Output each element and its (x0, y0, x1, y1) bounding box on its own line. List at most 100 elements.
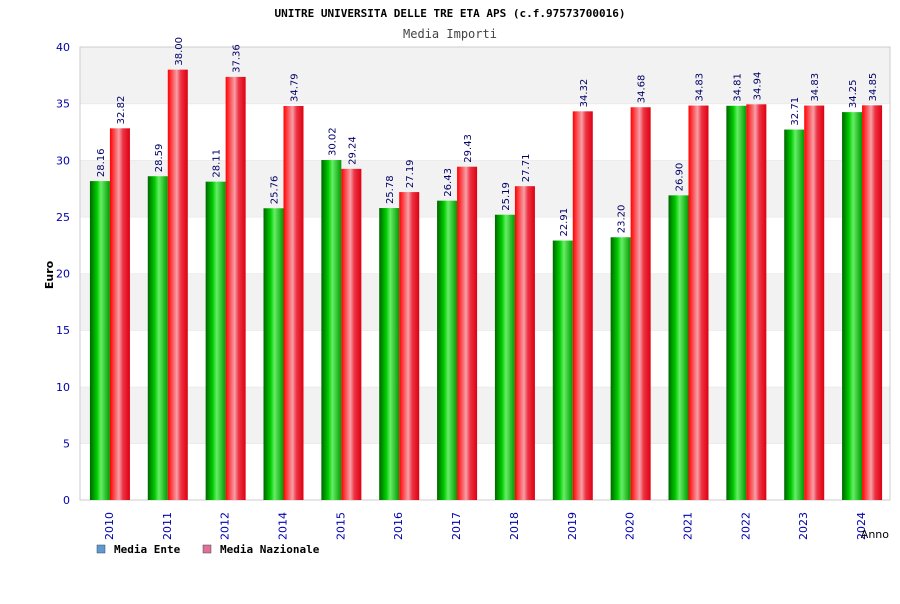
bar-media-ente (726, 105, 747, 501)
bar-value-label: 25.76 (270, 176, 281, 205)
y-tick-label: 40 (56, 41, 70, 54)
legend-swatch-media-ente (96, 544, 106, 554)
bar-value-label: 28.11 (212, 149, 223, 178)
bar-media-nazionale (746, 104, 767, 500)
bar-media-nazionale (225, 76, 246, 500)
grid-band (80, 47, 890, 104)
bar-value-label: 34.85 (868, 73, 879, 102)
bar-value-label: 23.20 (617, 205, 628, 234)
bar-media-nazionale (457, 166, 478, 500)
bar-media-nazionale (399, 192, 420, 501)
bar-value-label: 25.19 (501, 182, 512, 211)
bar-media-ente (437, 200, 458, 501)
bar-value-label: 25.78 (385, 175, 396, 204)
x-tick-label: 2016 (392, 512, 405, 540)
bar-value-label: 34.79 (290, 73, 301, 102)
bar-value-label: 29.43 (463, 134, 474, 163)
x-tick-labels: 2010 2011 2012 2014 2015 2016 2017 2018 2019 2020… (103, 512, 868, 540)
x-tick-label: 2015 (334, 512, 347, 540)
grid-band (80, 273, 890, 331)
bar-value-label: 34.32 (579, 79, 590, 108)
bars (89, 69, 883, 501)
grid-band (80, 216, 890, 274)
y-tick-labels: 0 5 10 15 20 25 30 35 40 (56, 41, 70, 507)
x-tick-label: 2021 (682, 512, 695, 540)
bar-value-label: 34.25 (848, 79, 859, 108)
legend-swatch-media-nazionale (202, 544, 212, 554)
x-tick-label: 2020 (624, 512, 637, 540)
bar-value-label: 34.83 (695, 73, 706, 102)
x-tick-label: 2012 (219, 512, 232, 540)
y-tick-label: 0 (63, 494, 70, 507)
bar-media-ente (205, 181, 226, 501)
bar-value-label: 26.90 (675, 163, 686, 192)
grid-band (80, 443, 890, 500)
x-tick-label: 2014 (277, 512, 290, 540)
y-tick-label: 30 (56, 154, 70, 167)
y-tick-label: 10 (56, 381, 70, 394)
bar-value-label: 30.02 (327, 127, 338, 156)
bar-value-label: 26.43 (443, 168, 454, 197)
bar-value-label: 29.24 (347, 136, 358, 165)
x-tick-label: 2023 (797, 512, 810, 540)
bar-media-nazionale (688, 105, 709, 501)
bar-media-nazionale (572, 111, 593, 501)
bar-value-label: 27.19 (405, 159, 416, 188)
bar-media-ente (610, 237, 631, 500)
bar-media-ente (379, 208, 400, 500)
bar-media-nazionale (862, 105, 883, 500)
y-tick-label: 35 (56, 98, 70, 111)
bar-media-nazionale (167, 69, 188, 501)
y-tick-label: 25 (56, 211, 70, 224)
y-tick-label: 5 (63, 437, 70, 450)
bar-media-ente (842, 112, 863, 501)
grid-bands (80, 46, 890, 500)
bar-media-ente (784, 129, 805, 500)
x-tick-label: 2024 (855, 512, 868, 540)
bar-media-nazionale (283, 106, 304, 501)
bar-media-ente (552, 240, 573, 500)
bar-media-ente (263, 208, 284, 500)
bar-value-label: 38.00 (174, 37, 185, 66)
bar-media-nazionale (341, 168, 362, 500)
y-tick-label: 15 (56, 324, 70, 337)
bar-media-ente (494, 214, 515, 500)
bar-value-label: 28.16 (96, 148, 107, 177)
bar-value-label: 34.81 (732, 73, 743, 102)
bar-value-label: 34.83 (810, 73, 821, 102)
legend-label-media-nazionale: Media Nazionale (220, 543, 320, 556)
bar-media-nazionale (630, 107, 651, 501)
bar-value-labels: 28.16 32.82 28.59 38.00 28.11 37.36 25.76 34.79… (96, 37, 879, 237)
x-axis-label: Anno (861, 528, 889, 541)
x-tick-label: 2017 (450, 512, 463, 540)
chart-title: UNITRE UNIVERSITA DELLE TRE ETA APS (c.f… (275, 7, 626, 20)
bar-media-ente (668, 195, 689, 501)
bar-media-ente (321, 160, 342, 500)
bar-media-ente (89, 181, 110, 500)
plot-frame (79, 46, 891, 501)
x-tick-label: 2022 (739, 512, 752, 540)
bar-value-label: 32.82 (116, 96, 127, 125)
grid-band (80, 386, 890, 444)
chart-subtitle: Media Importi (403, 27, 497, 41)
bar-value-label: 22.91 (559, 208, 570, 237)
bar-value-label: 28.59 (154, 144, 165, 173)
x-tick-label: 2011 (161, 512, 174, 540)
x-tick-label: 2018 (508, 512, 521, 540)
bar-value-label: 34.68 (637, 75, 648, 104)
bar-media-nazionale (109, 128, 130, 500)
grid-band (80, 160, 890, 217)
bar-value-label: 34.94 (752, 72, 763, 101)
bar-media-nazionale (514, 186, 535, 500)
bar-value-label: 32.71 (790, 97, 801, 126)
bar-value-label: 37.36 (232, 44, 243, 73)
x-tick-label: 2010 (103, 512, 116, 540)
grid-band (80, 330, 890, 387)
y-axis-label: Euro (43, 260, 56, 289)
x-tick-label: 2019 (566, 512, 579, 540)
bar-media-ente (147, 176, 168, 500)
y-tick-label: 20 (56, 268, 70, 281)
bar-media-nazionale (804, 105, 825, 501)
